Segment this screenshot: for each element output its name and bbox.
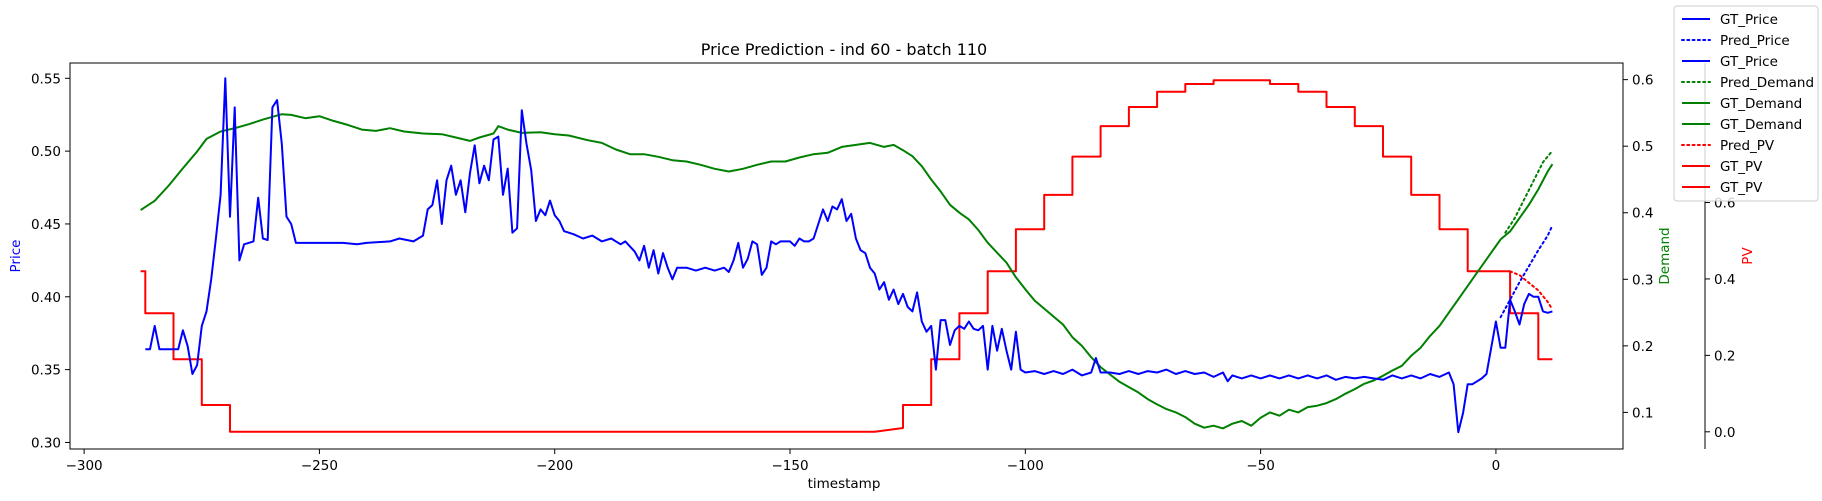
pv-tick-label: 0.0 <box>1714 425 1735 441</box>
legend-label: GT_Price <box>1720 12 1778 28</box>
x-tick-label: −100 <box>1007 458 1044 474</box>
x-tick-label: −250 <box>301 458 338 474</box>
legend-label: Pred_PV <box>1720 138 1775 154</box>
series-line-gt-demand <box>140 113 1554 430</box>
demand-tick-label: 0.3 <box>1632 272 1653 288</box>
chart-title: Price Prediction - ind 60 - batch 110 <box>701 40 987 59</box>
price-tick-label: 0.45 <box>31 217 61 233</box>
legend-label: GT_Demand <box>1720 96 1802 112</box>
legend-label: GT_Demand <box>1720 117 1802 133</box>
price-axis-label: Price <box>8 240 24 273</box>
demand-tick-label: 0.2 <box>1632 339 1653 355</box>
x-tick-label: −200 <box>536 458 573 474</box>
plot-frame <box>69 62 1624 450</box>
price-tick-label: 0.40 <box>31 290 61 306</box>
price-tick-label: 0.30 <box>31 435 61 451</box>
legend-label: GT_PV <box>1720 159 1763 175</box>
demand-tick-label: 0.1 <box>1632 405 1653 421</box>
price-tick-label: 0.50 <box>31 144 61 160</box>
price-tick-label: 0.35 <box>31 363 61 379</box>
legend-label: GT_PV <box>1720 180 1763 196</box>
legend: GT_Price Pred_Price GT_Price Pred_Demand GT_… <box>1673 5 1819 202</box>
demand-axis-label: Demand <box>1657 227 1673 284</box>
x-axis-label: timestamp <box>808 476 881 492</box>
pv-axis-label: PV <box>1740 247 1756 265</box>
series-line-pred-pv <box>1509 270 1554 311</box>
x-tick-label: −150 <box>771 458 808 474</box>
price-tick-label: 0.55 <box>31 71 61 87</box>
demand-tick-label: 0.5 <box>1632 139 1653 155</box>
x-tick-label: −50 <box>1246 458 1275 474</box>
plot-area <box>140 77 1554 434</box>
legend-label: Pred_Demand <box>1720 75 1814 91</box>
series-line-pred-demand <box>1504 149 1554 234</box>
series-line-pred-price <box>1499 224 1554 319</box>
legend-box <box>1673 5 1819 202</box>
demand-tick-label: 0.6 <box>1632 73 1653 89</box>
series-line-gt-pv <box>140 79 1553 433</box>
pv-tick-label: 0.4 <box>1714 272 1735 288</box>
series-line-gt-price <box>145 77 1553 434</box>
pv-tick-label: 0.2 <box>1714 348 1735 364</box>
legend-label: GT_Price <box>1720 54 1778 70</box>
demand-tick-label: 0.4 <box>1632 206 1653 222</box>
x-tick-label: 0 <box>1492 458 1501 474</box>
x-tick-label: −300 <box>66 458 103 474</box>
legend-label: Pred_Price <box>1720 33 1790 49</box>
axes: −300 −250 −200 −150 −100 −50 0 0.30 0.35 0.40 0.45… <box>8 62 1756 474</box>
